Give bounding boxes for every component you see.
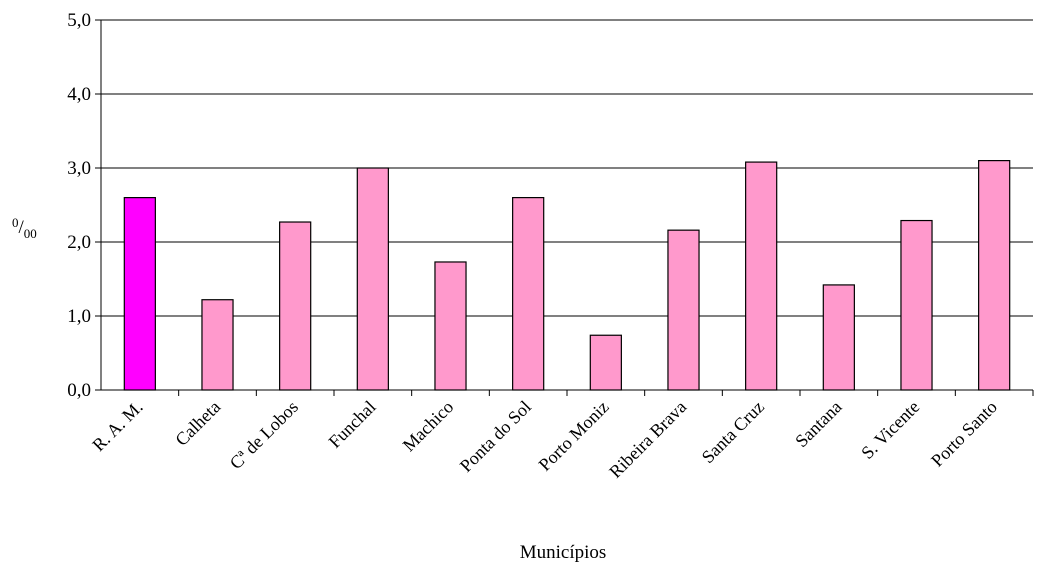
bar — [356, 167, 389, 391]
bar — [201, 299, 234, 391]
x-tick-label: Calheta — [171, 397, 224, 450]
y-axis-label-slash: / — [19, 217, 25, 238]
x-tick-label: Machico — [399, 397, 458, 456]
axes — [95, 19, 1034, 396]
bars — [123, 160, 1011, 391]
y-axis-label-sub: 00 — [24, 226, 37, 241]
x-axis-label: Municípios — [520, 542, 607, 563]
bar — [512, 197, 545, 391]
x-tick-label: Cª de Lobos — [226, 397, 302, 473]
x-tick-labels: R. A. M. Calheta Cª de Lobos Funchal Machico… — [88, 397, 1001, 482]
x-tick-label: Santa Cruz — [698, 397, 768, 467]
y-axis-label: 0/00 — [12, 215, 37, 241]
bar — [434, 261, 467, 391]
y-tick-labels: 0,0 1,0 2,0 3,0 4,0 5,0 — [67, 10, 91, 401]
bar — [978, 160, 1011, 391]
x-tick-label: R. A. M. — [88, 397, 146, 455]
x-tick-label: Porto Moniz — [535, 397, 613, 475]
y-tick-label: 1,0 — [67, 306, 91, 327]
y-axis-label-sup: 0 — [12, 215, 19, 230]
x-tick-label: S. Vicente — [857, 397, 923, 463]
x-tick-label: Funchal — [325, 397, 380, 452]
y-tick-label: 3,0 — [67, 158, 91, 179]
bar — [900, 219, 933, 391]
bar — [667, 229, 700, 391]
bar — [123, 197, 156, 391]
x-tick-label: Santana — [791, 397, 845, 451]
y-tick-label: 0,0 — [67, 380, 91, 401]
y-tick-label: 4,0 — [67, 84, 91, 105]
y-tick-label: 2,0 — [67, 232, 91, 253]
x-tick-label: Ribeira Brava — [605, 397, 690, 482]
x-tick-label: Porto Santo — [927, 397, 1001, 471]
x-tick-label: Ponta do Sol — [456, 397, 535, 476]
gridlines — [101, 19, 1033, 317]
bar — [279, 221, 312, 391]
bar — [745, 161, 778, 391]
y-tick-label: 5,0 — [67, 10, 91, 31]
bar — [589, 334, 622, 391]
bar — [822, 284, 855, 391]
